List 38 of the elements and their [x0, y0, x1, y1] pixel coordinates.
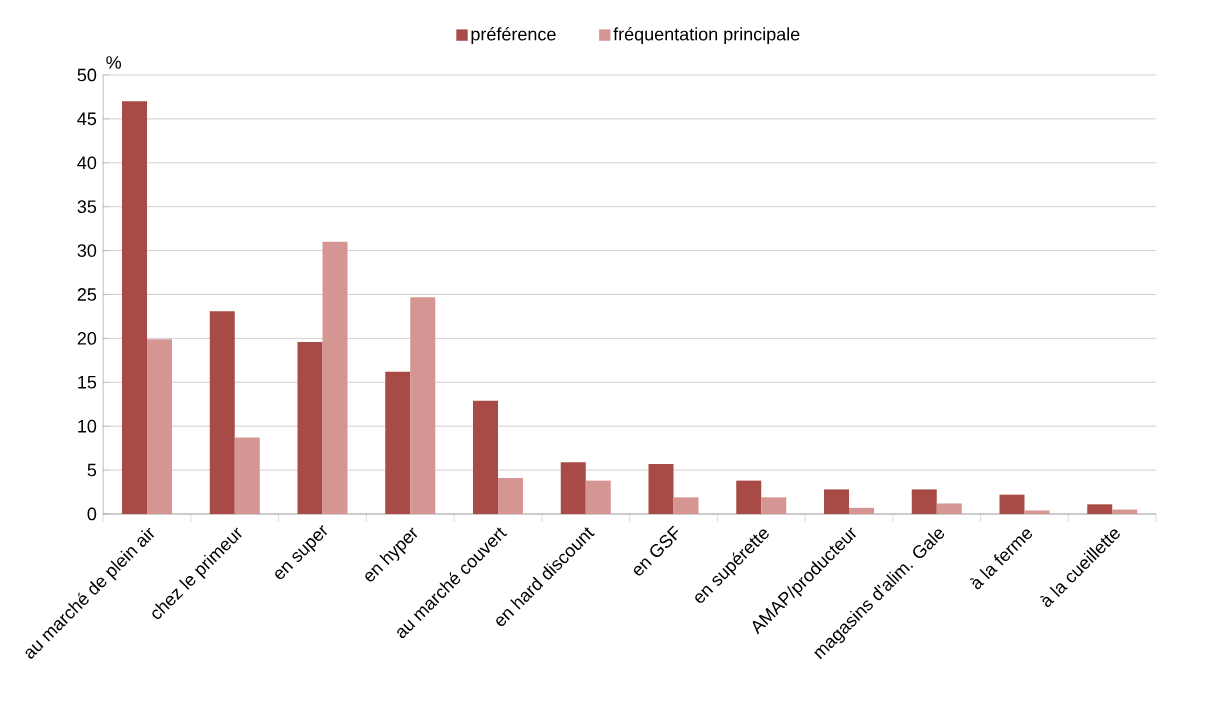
bar: [410, 297, 436, 514]
bar: [322, 241, 348, 514]
y-tick-label: 20: [77, 332, 97, 345]
bar: [234, 437, 260, 514]
y-tick-label: 10: [78, 419, 97, 433]
bar: [560, 462, 586, 514]
bar: [936, 503, 962, 514]
bar: [761, 497, 787, 514]
y-tick-label: 45: [77, 112, 97, 126]
bar: [736, 480, 762, 514]
y-tick-label: 35: [77, 200, 97, 214]
bar: [911, 489, 937, 514]
y-tick-label: 40: [77, 156, 97, 170]
bar: [585, 480, 611, 514]
y-axis-title: %: [106, 56, 122, 69]
y-tick-label: 0: [87, 507, 97, 521]
bar: [122, 101, 148, 514]
bar: [1087, 504, 1113, 514]
y-tick-label: 50: [77, 68, 97, 82]
bar: [473, 400, 499, 514]
legend-label: fréquentation principale: [613, 27, 800, 45]
bar: [385, 371, 411, 514]
y-tick-label: 30: [77, 244, 97, 257]
bar: [999, 494, 1025, 514]
y-tick-label: 5: [87, 463, 97, 477]
bar: [147, 339, 173, 514]
y-tick-label: 25: [77, 288, 97, 301]
bar: [648, 463, 674, 514]
y-tick-label: 15: [78, 376, 97, 389]
bar: [824, 489, 850, 514]
bar: [498, 477, 524, 514]
bar: [209, 311, 235, 514]
bar: [673, 497, 699, 514]
bar: [849, 507, 874, 514]
bar: [1112, 509, 1138, 514]
legend-label: préférence: [471, 27, 556, 45]
bar: [1024, 510, 1050, 514]
bar: [297, 341, 323, 514]
